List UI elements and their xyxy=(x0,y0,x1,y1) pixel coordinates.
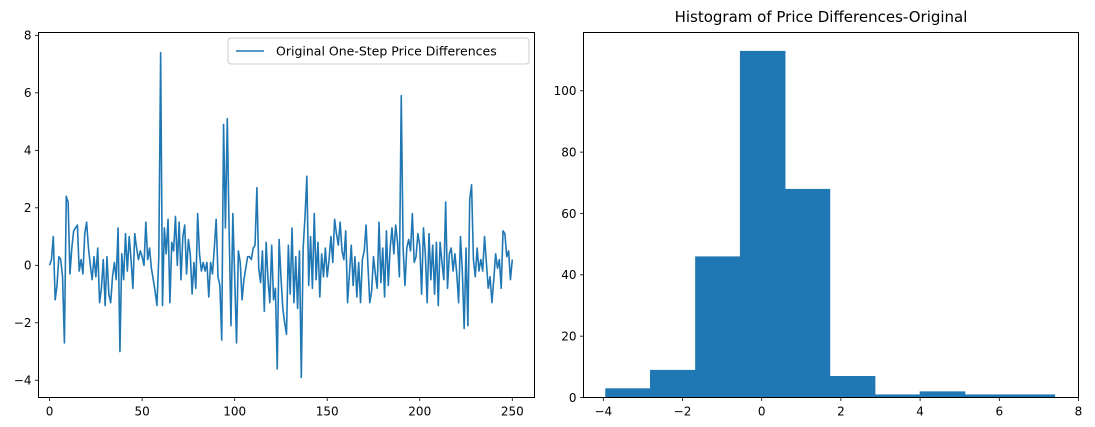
line-chart: −4 −2 0 2 4 6 8 0 50 100 150 200 250 Original One-S… xyxy=(14,29,535,419)
x-tick-label: 200 xyxy=(408,405,431,419)
line-x-axis: 0 50 100 150 200 250 xyxy=(46,397,524,419)
y-tick-label: 4 xyxy=(24,144,32,158)
x-tick-label: 100 xyxy=(223,405,246,419)
histogram-axes-frame xyxy=(583,32,1079,398)
y-tick-label: 8 xyxy=(24,29,32,43)
histogram-bar xyxy=(785,188,831,398)
x-tick-label: 2 xyxy=(837,405,845,419)
histogram-bar xyxy=(874,394,921,398)
x-tick-label: 0 xyxy=(46,405,54,419)
histogram-x-axis: −4 −2 0 2 4 6 8 xyxy=(594,397,1083,419)
histogram-bar xyxy=(695,256,741,398)
histogram-chart: Histogram of Price Differences-Original … xyxy=(554,8,1083,419)
histogram-title: Histogram of Price Differences-Original xyxy=(675,8,968,26)
histogram-bars xyxy=(605,50,1056,398)
x-tick-label: 8 xyxy=(1075,405,1083,419)
histogram-bar xyxy=(650,369,696,398)
line-axes-frame xyxy=(38,32,535,398)
histogram-bar xyxy=(919,391,966,398)
x-tick-label: 250 xyxy=(501,405,524,419)
x-tick-label: 6 xyxy=(995,405,1003,419)
y-tick-label: 0 xyxy=(24,259,32,273)
line-y-axis: −4 −2 0 2 4 6 8 xyxy=(14,29,39,388)
x-tick-label: −4 xyxy=(594,405,612,419)
line-plot-area xyxy=(48,51,514,379)
y-tick-label: 80 xyxy=(561,145,576,159)
x-tick-label: 4 xyxy=(916,405,924,419)
y-tick-label: 6 xyxy=(24,86,32,100)
line-legend: Original One-Step Price Differences xyxy=(227,37,530,65)
x-tick-label: 0 xyxy=(758,405,766,419)
histogram-bar xyxy=(964,394,1010,398)
y-tick-label: 0 xyxy=(569,391,577,405)
y-tick-label: 60 xyxy=(561,207,576,221)
y-tick-label: −2 xyxy=(14,316,32,330)
y-tick-label: 100 xyxy=(554,84,577,98)
histogram-bar xyxy=(829,376,876,398)
x-tick-label: 150 xyxy=(316,405,339,419)
y-tick-label: 2 xyxy=(24,201,32,215)
histogram-bar xyxy=(605,388,651,398)
y-tick-label: −4 xyxy=(14,374,32,388)
series-line xyxy=(48,51,514,379)
y-tick-label: 20 xyxy=(561,329,576,343)
histogram-bar xyxy=(1009,394,1056,398)
x-tick-label: 50 xyxy=(135,405,150,419)
histogram-bar xyxy=(739,50,786,398)
histogram-y-axis: 0 20 40 60 80 100 xyxy=(554,84,584,405)
y-tick-label: 40 xyxy=(561,268,576,282)
legend-box xyxy=(227,37,530,65)
x-tick-label: −2 xyxy=(674,405,692,419)
legend-label: Original One-Step Price Differences xyxy=(276,44,497,59)
